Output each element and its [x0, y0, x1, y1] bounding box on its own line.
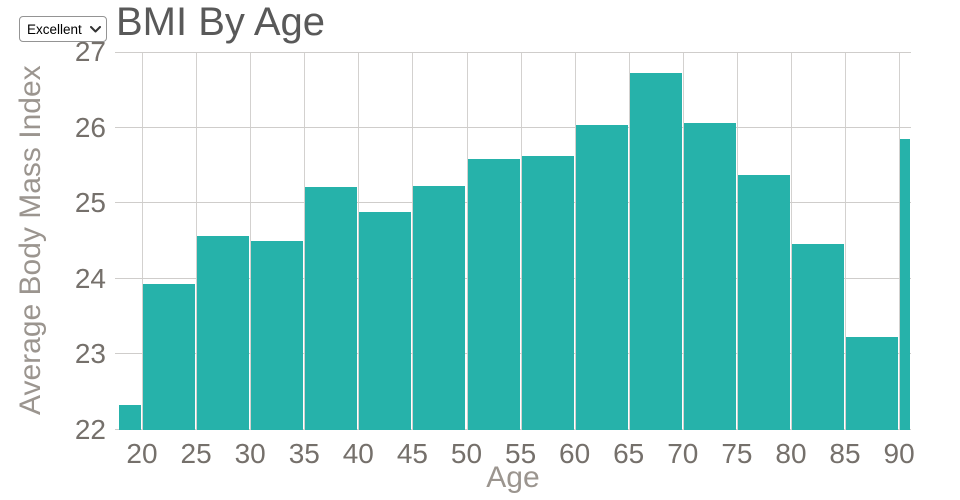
histogram-bar[interactable]	[143, 284, 196, 430]
x-tick-label: 50	[450, 438, 483, 469]
x-tick-label: 25	[180, 438, 212, 469]
x-tick-label: 75	[721, 438, 753, 469]
x-axis-ticks: 20 25 30 35 40 45 50 55 60 65 70 75 80 85 90	[115, 434, 914, 469]
chart-title: BMI By Age	[116, 0, 325, 44]
vertical-gridline	[628, 52, 630, 430]
x-tick-label: 90	[883, 438, 915, 469]
x-tick-label: 65	[613, 438, 645, 469]
vertical-gridline	[736, 52, 738, 430]
histogram-bar[interactable]	[359, 212, 412, 430]
vertical-gridline	[520, 52, 522, 430]
vertical-gridline	[142, 52, 143, 430]
x-tick-label: 85	[829, 438, 861, 469]
histogram-bar[interactable]	[197, 235, 250, 430]
vertical-gridline	[196, 52, 198, 430]
x-tick-label: 60	[559, 438, 591, 469]
vertical-gridline	[791, 52, 792, 430]
histogram-bar[interactable]	[305, 186, 358, 430]
histogram-bar[interactable]	[251, 241, 304, 430]
rating-select[interactable]: Excellent	[19, 16, 107, 42]
histogram-bar[interactable]	[467, 159, 520, 430]
y-tick-label: 25	[74, 187, 106, 219]
vertical-gridline	[250, 52, 252, 430]
histogram-bar[interactable]	[119, 405, 141, 430]
histogram-bar[interactable]	[521, 156, 574, 430]
horizontal-gridline	[115, 126, 911, 128]
plot-area	[115, 52, 911, 430]
x-tick-label: 55	[505, 438, 537, 469]
y-tick-label: 22	[74, 414, 106, 445]
histogram-bar[interactable]	[846, 337, 899, 430]
histogram-bar[interactable]	[737, 175, 790, 430]
vertical-gridline	[899, 52, 901, 430]
x-tick-label: 70	[667, 438, 699, 469]
x-tick-label: 35	[288, 438, 320, 469]
histogram-bar[interactable]	[683, 123, 736, 430]
vertical-gridline	[574, 52, 576, 430]
y-tick-label: 26	[74, 111, 106, 143]
histogram-bar[interactable]	[629, 73, 682, 430]
vertical-gridline	[412, 52, 414, 430]
x-tick-label: 80	[775, 438, 807, 469]
x-tick-label: 40	[342, 438, 374, 469]
rating-dropdown-wrap: Excellent	[19, 16, 107, 42]
vertical-gridline	[845, 52, 846, 430]
x-axis-title: Age	[486, 461, 540, 494]
y-axis-ticks: 27 26 25 24 23 22	[0, 36, 106, 445]
vertical-gridline	[304, 52, 306, 430]
histogram-bar[interactable]	[575, 124, 628, 430]
histogram-bar[interactable]	[792, 244, 845, 430]
vertical-gridline	[358, 52, 360, 430]
x-tick-label: 20	[126, 438, 158, 469]
y-tick-label: 23	[74, 338, 106, 370]
x-tick-label: 45	[396, 438, 428, 469]
vertical-gridline	[466, 52, 468, 430]
histogram-bar[interactable]	[413, 185, 466, 430]
vertical-gridline	[682, 52, 684, 430]
horizontal-gridline	[115, 52, 911, 53]
x-tick-label: 30	[234, 438, 266, 469]
histogram-bar[interactable]	[900, 138, 910, 430]
y-tick-label: 24	[74, 262, 106, 294]
